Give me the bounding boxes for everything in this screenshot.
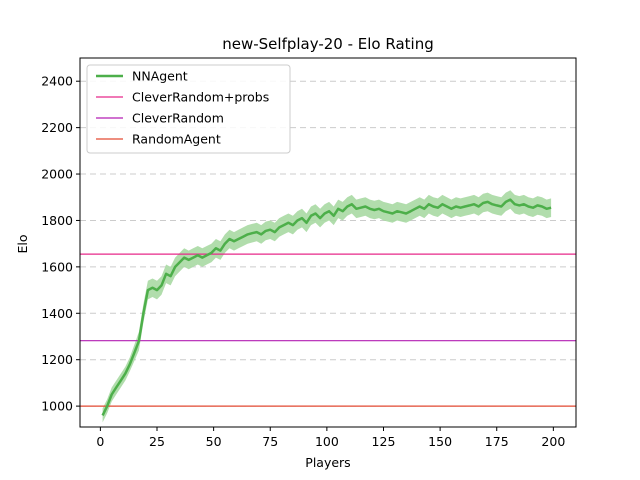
x-tick-label: 50 [206, 434, 222, 449]
legend-label-randomagent: RandomAgent [132, 132, 221, 147]
x-tick-label: 200 [541, 434, 565, 449]
y-tick-label: 1200 [41, 352, 73, 367]
x-tick-label: 125 [372, 434, 396, 449]
plot-frame [79, 57, 577, 428]
y-tick-label: 1800 [41, 213, 73, 228]
y-tick-label: 1000 [41, 399, 73, 414]
y-axis-ticks: 1000 1200 1400 1600 1800 2000 2200 2400 [41, 74, 80, 414]
nnagent-confidence-band [102, 190, 552, 423]
legend-label-cleverrandom-probs: CleverRandom+probs [132, 90, 269, 105]
chart-title: new-Selfplay-20 - Elo Rating [222, 35, 434, 53]
x-axis-label: Players [305, 455, 350, 470]
legend-box [86, 64, 291, 154]
y-tick-label: 2000 [41, 167, 73, 182]
y-axis-label: Elo [15, 234, 30, 253]
series-layer [101, 198, 552, 416]
y-tick-label: 2400 [41, 74, 73, 89]
legend: NNAgent CleverRandom+probs CleverRandom Ran… [86, 64, 291, 154]
x-tick-label: 175 [485, 434, 509, 449]
x-tick-label: 25 [149, 434, 165, 449]
x-axis-ticks: 0 25 50 75 100 125 150 175 200 [96, 427, 565, 449]
y-tick-label: 2200 [41, 120, 73, 135]
legend-label-nnagent: NNAgent [132, 69, 188, 84]
y-tick-label: 1600 [41, 259, 73, 274]
confidence-band-layer [102, 190, 552, 423]
x-tick-label: 150 [428, 434, 452, 449]
x-tick-label: 0 [96, 434, 104, 449]
y-tick-label: 1400 [41, 306, 73, 321]
reference-lines-layer [80, 253, 576, 407]
x-tick-label: 75 [262, 434, 278, 449]
nnagent-series-line [101, 198, 552, 416]
legend-label-cleverrandom: CleverRandom [132, 111, 224, 126]
x-tick-label: 100 [315, 434, 339, 449]
